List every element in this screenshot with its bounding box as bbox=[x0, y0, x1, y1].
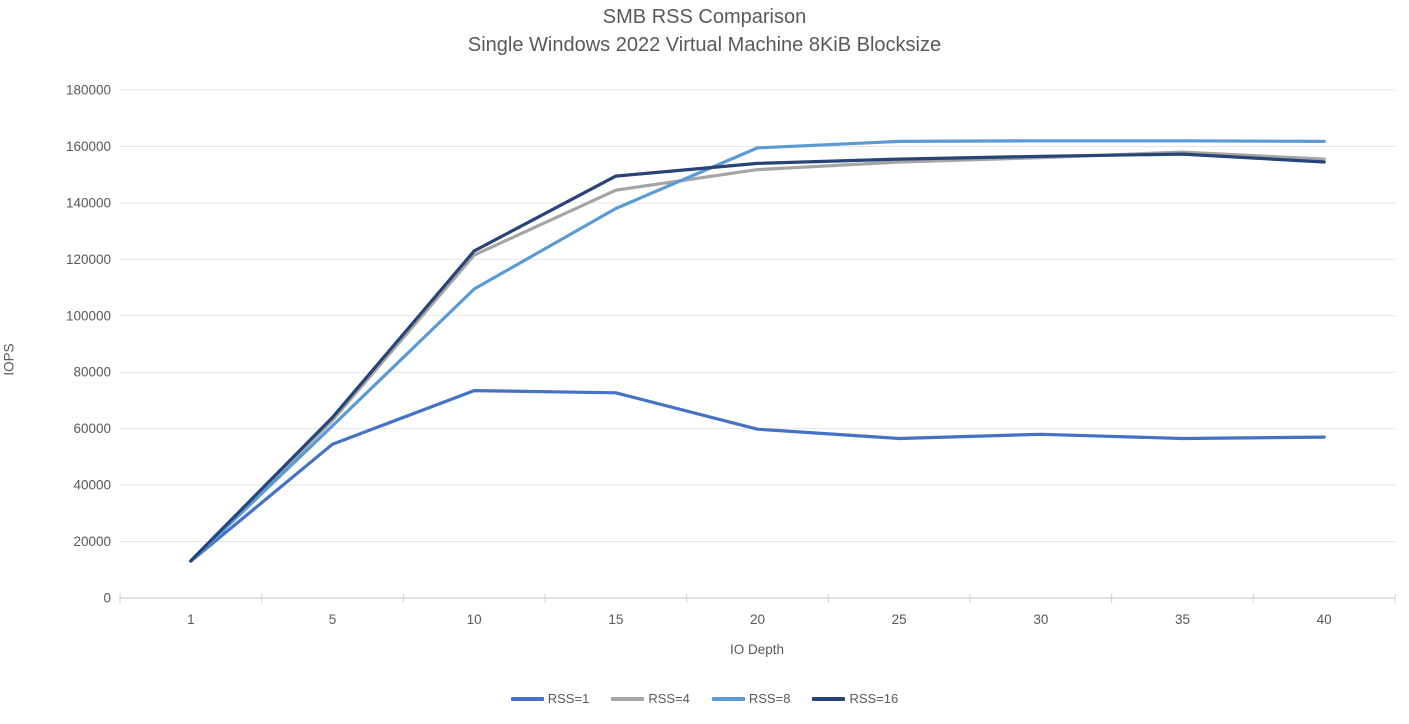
y-tick-label: 40000 bbox=[73, 478, 111, 493]
legend-swatch-rss-1 bbox=[510, 697, 544, 701]
legend-label-rss-16: RSS=16 bbox=[849, 691, 899, 706]
series-line-rss-8 bbox=[189, 139, 1326, 563]
y-tick-label: 60000 bbox=[73, 421, 111, 436]
y-tick-label: 20000 bbox=[73, 534, 111, 549]
y-tick-label: 160000 bbox=[66, 139, 111, 154]
y-tick-label: 80000 bbox=[73, 365, 111, 380]
legend-item-rss-8: RSS=8 bbox=[711, 691, 791, 706]
legend-label-rss-8: RSS=8 bbox=[748, 691, 791, 706]
y-tick-label: 120000 bbox=[66, 252, 111, 267]
x-tick-label: 20 bbox=[750, 612, 765, 627]
x-tick-label: 5 bbox=[329, 612, 337, 627]
legend-swatch-rss-16 bbox=[812, 697, 846, 701]
y-tick-label: 140000 bbox=[66, 195, 111, 210]
x-tick-label: 30 bbox=[1033, 612, 1048, 627]
x-tick-label: 35 bbox=[1175, 612, 1190, 627]
y-tick-label: 180000 bbox=[66, 83, 111, 98]
legend-label-rss-1: RSS=1 bbox=[547, 691, 590, 706]
x-tick-label: 1 bbox=[187, 612, 195, 627]
x-axis-title: IO Depth bbox=[729, 642, 785, 657]
legend-item-rss-16: RSS=16 bbox=[812, 692, 898, 706]
legend-item-rss-4: RSS=4 bbox=[611, 692, 690, 706]
legend-label-rss-4: RSS=4 bbox=[648, 691, 690, 706]
series-line-rss-1 bbox=[189, 389, 1326, 563]
legend-item-rss-1: RSS=1 bbox=[510, 691, 590, 706]
chart-subtitle: Single Windows 2022 Virtual Machine 8KiB… bbox=[467, 34, 942, 56]
y-tick-label: 100000 bbox=[66, 308, 111, 323]
x-tick-label: 15 bbox=[608, 612, 623, 627]
legend-swatch-rss-8 bbox=[711, 697, 745, 701]
x-tick-label: 25 bbox=[892, 612, 907, 627]
y-axis-title: IOPS bbox=[1, 343, 17, 376]
legend-swatch-rss-4 bbox=[611, 697, 645, 701]
series-line-rss-16 bbox=[189, 152, 1326, 563]
y-tick-label: 0 bbox=[103, 591, 111, 606]
x-tick-label: 10 bbox=[467, 612, 482, 627]
series-line-rss-4 bbox=[189, 150, 1326, 563]
legend: RSS=1 RSS=4 RSS=8 RSS=16 bbox=[0, 692, 1409, 706]
chart-title: SMB RSS Comparison bbox=[602, 6, 807, 28]
x-tick-label: 40 bbox=[1317, 612, 1332, 627]
